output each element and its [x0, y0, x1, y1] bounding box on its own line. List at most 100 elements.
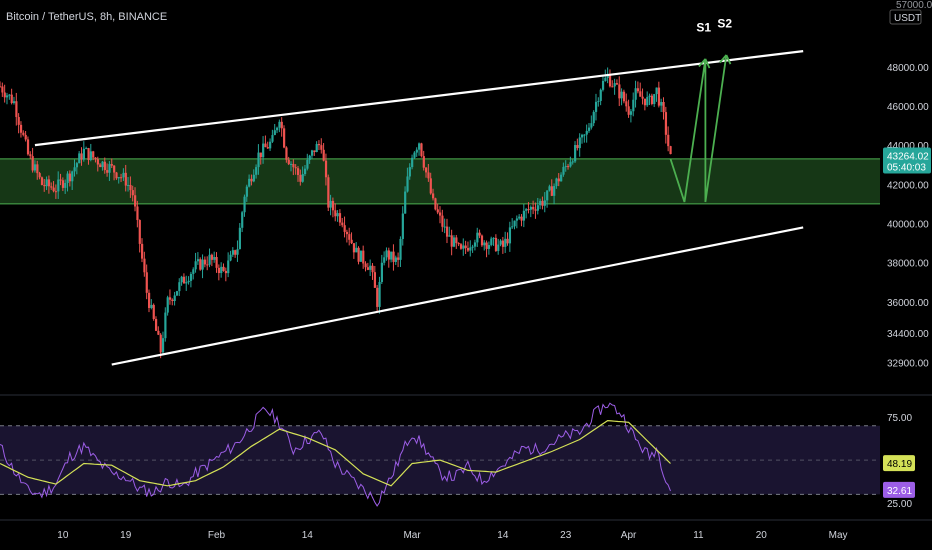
candle-body	[99, 164, 102, 168]
candle-body	[648, 95, 651, 98]
rsi-tick-label: 75.00	[887, 413, 912, 424]
time-tick-label: 23	[560, 530, 572, 541]
candle-body	[622, 91, 626, 102]
candle-body	[96, 159, 99, 165]
candle-body	[371, 265, 374, 273]
candle-body	[397, 257, 400, 260]
upper-resistance-trendline[interactable]	[34, 50, 804, 147]
symbol-title[interactable]: Bitcoin / TetherUS, 8h, BINANCE	[6, 11, 167, 23]
annotation-s2: S2	[717, 17, 732, 31]
candle-body	[594, 101, 598, 112]
candle-body	[380, 262, 383, 282]
candle-body	[527, 209, 530, 211]
candle-body	[473, 242, 477, 247]
candle-body	[10, 94, 13, 104]
candle-body	[585, 130, 588, 135]
candle-body	[203, 259, 207, 265]
candle-body	[320, 145, 323, 150]
candle-body	[534, 209, 537, 211]
candle-body	[338, 213, 342, 223]
candle-body	[536, 205, 539, 211]
candle-body	[94, 157, 97, 160]
candle-body	[259, 152, 262, 158]
candle-body	[250, 178, 253, 182]
candle-body	[459, 244, 463, 249]
candle-body	[278, 121, 281, 128]
candle-body	[241, 212, 244, 228]
candle-body	[415, 149, 418, 153]
time-axis[interactable]: 10 19 Feb 14 Mar 14 23 Apr 11 20 May	[0, 519, 932, 541]
candle-body	[352, 243, 356, 253]
candle-body	[511, 226, 514, 228]
candle-body	[306, 159, 309, 169]
candle-body	[19, 124, 23, 133]
candle-body	[366, 267, 370, 270]
candle-body	[322, 149, 325, 161]
candle-body	[604, 77, 607, 81]
candle-body	[103, 161, 106, 171]
price-tick-label: 46000.00	[887, 102, 929, 113]
candle-body	[215, 256, 218, 268]
candle-body	[543, 200, 546, 206]
price-axis[interactable]: 57000.00 USDT 32900.00 34400.00 36000.00 38…	[882, 0, 932, 395]
candle-body	[618, 84, 621, 99]
candle-body	[117, 177, 120, 179]
candle-body	[669, 146, 672, 155]
candle-body	[597, 100, 600, 102]
candle-body	[315, 144, 318, 153]
candle-body	[520, 216, 523, 221]
candle-body	[394, 257, 397, 262]
candle-body	[632, 99, 635, 112]
candle-body	[257, 152, 260, 168]
candle-body	[550, 186, 553, 196]
candle-body	[369, 265, 372, 270]
candle-body	[129, 184, 132, 191]
candle-body	[497, 244, 500, 251]
currency-badge[interactable]: USDT	[894, 13, 921, 24]
candle-body	[194, 261, 197, 270]
candle-body	[248, 178, 251, 187]
candle-body	[40, 177, 44, 185]
candle-body	[350, 239, 353, 244]
annotation-s1: S1	[696, 21, 711, 35]
candle-body	[24, 134, 27, 140]
candle-body	[434, 198, 437, 210]
candle-body	[1, 86, 4, 93]
rsi-pane[interactable]: 75.00 25.00 48.19 32.61	[0, 402, 915, 510]
rsi-tick-label: 25.00	[887, 499, 912, 510]
candle-body	[324, 160, 328, 178]
candle-body	[166, 297, 169, 313]
candle-body	[80, 153, 83, 160]
candle-body	[620, 91, 623, 99]
candle-body	[222, 266, 225, 271]
candle-body	[101, 161, 104, 168]
candle-body	[636, 88, 640, 92]
bar-countdown: 05:40:03	[887, 163, 926, 174]
candle-body	[378, 281, 381, 307]
candle-body	[448, 235, 451, 237]
price-tick-label: 38000.00	[887, 259, 929, 270]
candle-body	[508, 227, 512, 244]
last-price-badge: 43264.02 05:40:03	[883, 147, 931, 174]
candle-body	[504, 238, 507, 247]
candle-body	[425, 167, 428, 173]
candle-body	[571, 161, 574, 163]
candle-body	[143, 258, 146, 273]
candle-body	[271, 135, 274, 142]
lower-support-trendline[interactable]	[111, 226, 804, 366]
candle-body	[22, 132, 25, 135]
candle-body	[36, 164, 39, 174]
candle-body	[413, 152, 416, 158]
candle-body	[138, 220, 141, 244]
candle-body	[50, 186, 53, 188]
candle-body	[61, 180, 65, 188]
candle-body	[515, 218, 519, 221]
candle-body	[201, 259, 204, 270]
candle-body	[422, 156, 425, 168]
time-tick-label: 10	[57, 530, 69, 541]
candle-body	[71, 171, 74, 182]
price-pane[interactable]: S1 S2 Bitcoin / TetherUS, 8h, BINANCE	[0, 11, 880, 366]
candle-body	[478, 232, 481, 236]
candle-body	[266, 147, 269, 149]
